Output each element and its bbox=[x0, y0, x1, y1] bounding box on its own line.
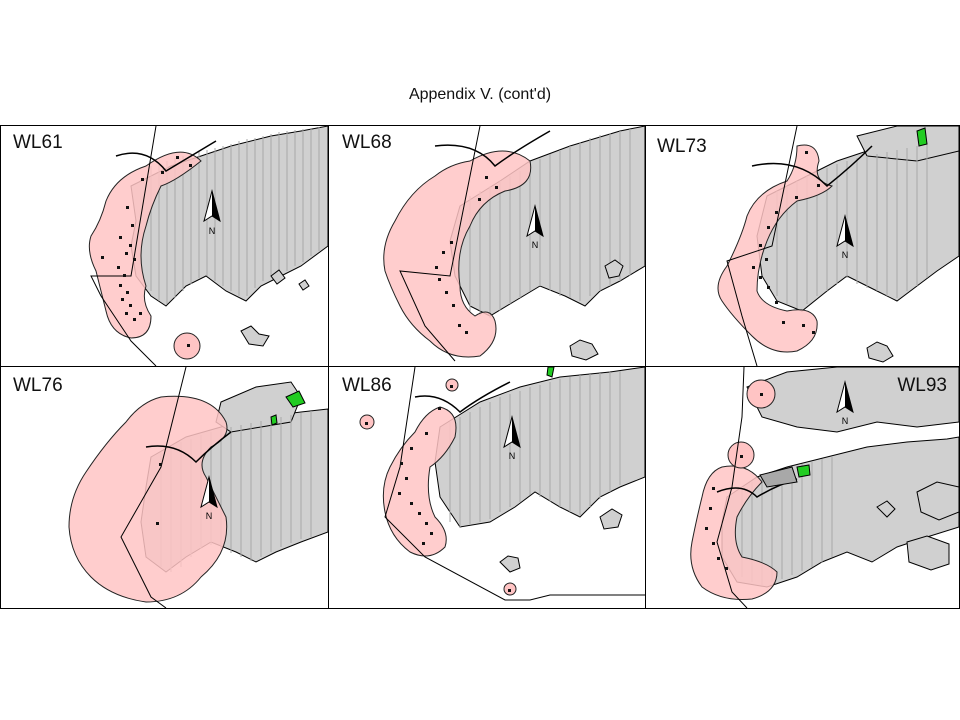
location-markers bbox=[752, 151, 820, 334]
panel-label: WL73 bbox=[657, 136, 707, 157]
svg-text:N: N bbox=[206, 511, 213, 521]
map-panel-4: N WL76 bbox=[1, 367, 328, 608]
panel-label: WL93 bbox=[897, 375, 947, 396]
road-line bbox=[434, 130, 551, 168]
svg-text:N: N bbox=[532, 240, 539, 250]
green-patch bbox=[546, 367, 555, 378]
boundary-line bbox=[716, 367, 748, 608]
island bbox=[298, 279, 310, 291]
grid-divider bbox=[645, 125, 646, 609]
map-canvas-2: N bbox=[383, 126, 645, 362]
landmass bbox=[449, 126, 645, 317]
island bbox=[499, 555, 521, 573]
home-range bbox=[88, 151, 202, 339]
north-arrow-icon: N bbox=[200, 475, 218, 521]
map-panel-5: N WL86 bbox=[330, 367, 645, 608]
home-range bbox=[382, 406, 457, 557]
svg-text:N: N bbox=[842, 416, 849, 426]
hatch bbox=[150, 127, 320, 304]
island bbox=[240, 325, 270, 347]
island bbox=[599, 508, 623, 530]
panel-label: WL61 bbox=[13, 132, 63, 153]
north-arrow-icon: N bbox=[836, 214, 854, 260]
north-arrow-icon: N bbox=[526, 204, 544, 250]
landmass-north bbox=[746, 367, 959, 433]
location-markers bbox=[435, 176, 498, 334]
landmass-island bbox=[759, 466, 798, 488]
map-canvas-6: N bbox=[690, 367, 959, 608]
boundary-line bbox=[399, 126, 481, 362]
north-arrow-icon: N bbox=[503, 415, 521, 461]
map-panel-6: N WL93 bbox=[647, 367, 959, 608]
road-line bbox=[115, 140, 217, 172]
boundary-line bbox=[726, 126, 798, 366]
island bbox=[270, 269, 286, 285]
panel-label: WL76 bbox=[13, 375, 63, 396]
green-patch bbox=[796, 464, 811, 478]
green-patch bbox=[285, 390, 306, 408]
map-panel-3: N WL73 bbox=[647, 126, 959, 366]
island bbox=[876, 500, 896, 518]
boundary-line bbox=[120, 367, 187, 608]
island bbox=[604, 259, 624, 279]
road-line bbox=[751, 145, 873, 188]
north-arrow-icon: N bbox=[203, 189, 221, 236]
location-markers bbox=[365, 385, 511, 592]
location-markers bbox=[101, 156, 192, 347]
home-range bbox=[383, 150, 532, 358]
svg-text:N: N bbox=[509, 451, 516, 461]
hatch bbox=[469, 129, 631, 318]
home-range bbox=[717, 144, 833, 353]
map-panel-1: N WL61 bbox=[1, 126, 328, 366]
island bbox=[906, 535, 950, 571]
boundary-line bbox=[90, 126, 157, 366]
page-title: Appendix V. (cont'd) bbox=[408, 86, 552, 103]
north-arrow-icon: N bbox=[836, 380, 854, 426]
island bbox=[916, 481, 959, 521]
green-patch bbox=[270, 414, 278, 426]
panel-label: WL68 bbox=[342, 132, 392, 153]
panel-label: WL86 bbox=[342, 375, 392, 396]
map-panel-2: N WL68 bbox=[330, 126, 645, 366]
road-line bbox=[145, 431, 232, 464]
green-patch bbox=[916, 127, 928, 147]
map-canvas-3: N bbox=[717, 126, 959, 366]
location-markers bbox=[156, 463, 162, 525]
svg-text:N: N bbox=[842, 250, 849, 260]
map-canvas-5: N bbox=[359, 367, 645, 601]
svg-text:N: N bbox=[209, 226, 216, 236]
grid-divider bbox=[0, 366, 960, 367]
map-canvas-1: N bbox=[88, 126, 328, 366]
island bbox=[569, 339, 599, 361]
landmass bbox=[130, 126, 328, 307]
road-line bbox=[414, 381, 511, 413]
map-canvas-4: N bbox=[68, 367, 328, 608]
island bbox=[866, 341, 894, 363]
grid-divider bbox=[328, 125, 329, 609]
home-range bbox=[690, 465, 778, 600]
boundary-line bbox=[384, 367, 645, 601]
location-markers bbox=[705, 393, 763, 570]
